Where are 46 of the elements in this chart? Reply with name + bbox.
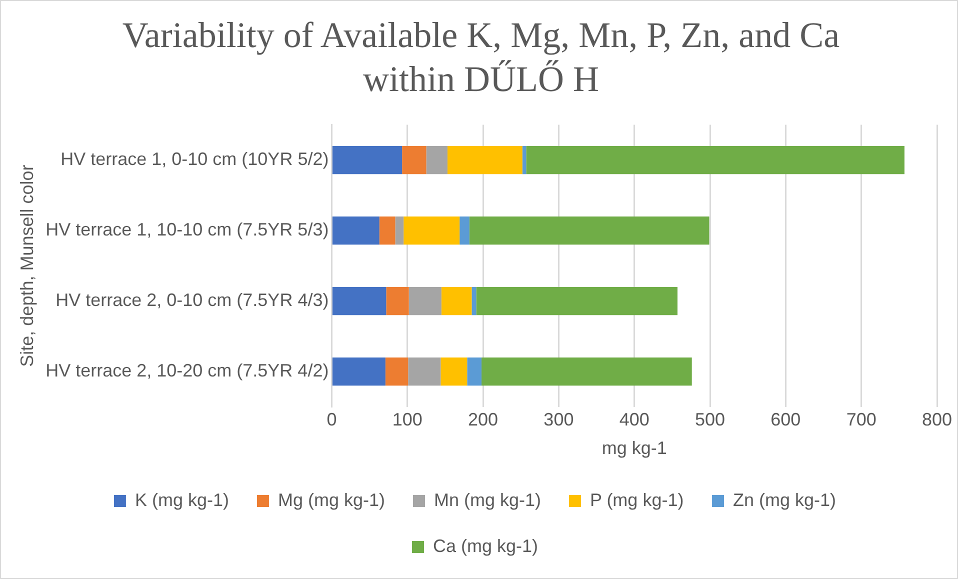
x-tick-label: 200 (468, 410, 498, 430)
x-tick-label: 700 (846, 410, 876, 430)
y-tick-label: HV terrace 1, 0-10 cm (10YR 5/2) (60, 149, 329, 170)
bar (395, 216, 404, 245)
x-tick-label: 500 (694, 410, 726, 430)
x-tick-label: 800 (922, 410, 952, 430)
bar (469, 216, 710, 245)
bar (476, 286, 678, 316)
bar (447, 146, 522, 174)
x-tick-label: 400 (619, 410, 650, 430)
bar (467, 357, 482, 386)
y-tick-label: HV terrace 1, 10-10 cm (7.5YR 5/3) (46, 220, 329, 240)
legend-label: P (mg kg-1) (590, 490, 684, 510)
bar (441, 286, 472, 316)
y-tick-label: HV terrace 2, 0-10 cm (7.5YR 4/3) (56, 290, 329, 310)
bar (332, 357, 386, 386)
bar (402, 146, 426, 174)
x-tick-label: 100 (392, 410, 422, 430)
legend-label: Ca (mg kg-1) (432, 536, 538, 556)
x-tick-label: 300 (544, 410, 574, 430)
bar (408, 286, 442, 316)
legend-label: K (mg kg-1) (134, 490, 229, 510)
x-tick-label: 600 (770, 410, 801, 430)
legend-label: Mg (mg kg-1) (278, 490, 385, 510)
bar (332, 146, 402, 174)
bar (472, 286, 476, 316)
bar (385, 357, 408, 386)
bar (426, 146, 448, 174)
legend-label: Zn (mg kg-1) (733, 490, 836, 510)
y-axis-title: Site, depth, Munsell color (16, 164, 37, 367)
bar (526, 146, 904, 174)
bar (404, 216, 460, 245)
bar (332, 286, 386, 316)
y-tick-label: HV terrace 2, 10-20 cm (7.5YR 4/2) (46, 360, 329, 381)
bar (522, 146, 526, 174)
legend-label: Mn (mg kg-1) (434, 490, 542, 510)
bar (379, 216, 396, 245)
bar (332, 216, 380, 245)
bar (408, 357, 441, 386)
bar (386, 286, 409, 316)
bar (460, 216, 470, 245)
chart-title: Variability of Available K, Mg, Mn, P, Zn, and Ca within DŰLŐ H (121, 14, 841, 101)
x-axis-title: mg kg-1 (602, 438, 667, 458)
bar (482, 357, 692, 386)
bar (440, 357, 468, 386)
x-tick-label: 0 (326, 410, 337, 430)
